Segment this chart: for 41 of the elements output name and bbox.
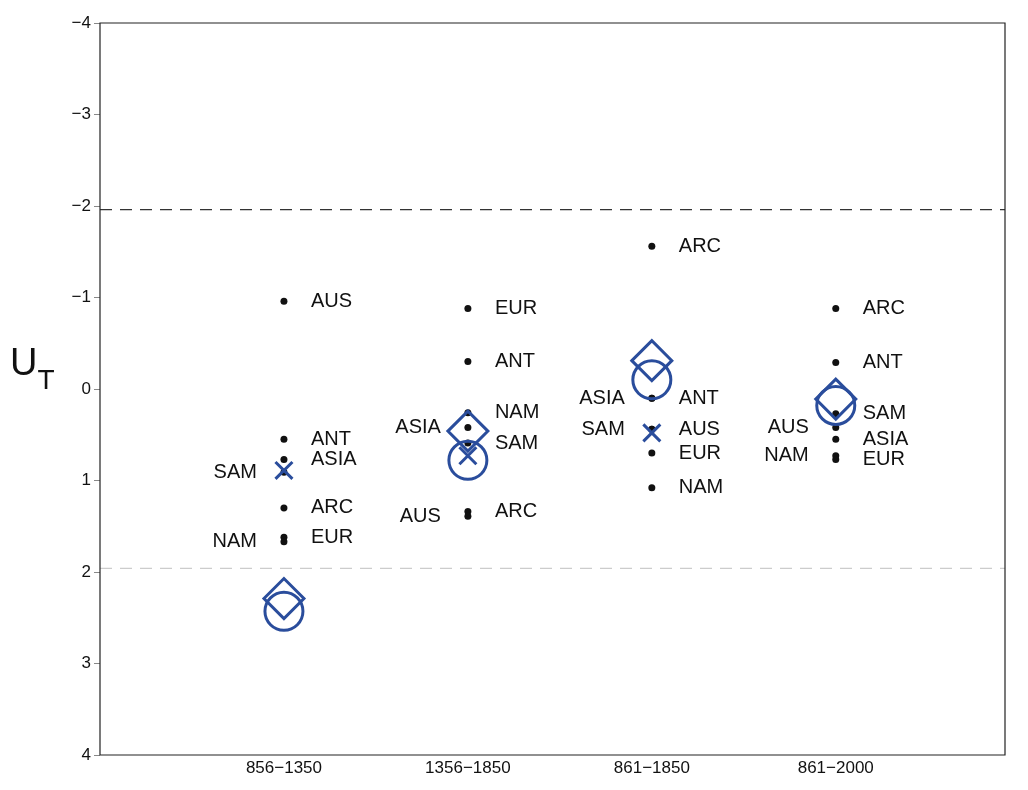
text: NAM	[678, 475, 724, 498]
text: ASIA	[310, 446, 357, 469]
y-tick-label: 2	[81, 561, 91, 581]
series-label: EUR	[494, 296, 538, 318]
text: SAM	[862, 401, 907, 424]
x-tick-label: 861−1850	[613, 757, 690, 777]
y-tick-label: 4	[81, 744, 91, 764]
text: SAM	[581, 416, 625, 439]
y-tick-label: −3	[71, 104, 91, 124]
y-tick-label: 0	[81, 378, 91, 398]
text: ANT	[494, 349, 535, 372]
text: ARC	[310, 495, 354, 518]
text: SAM	[494, 430, 539, 453]
text: ARC	[862, 296, 905, 318]
text: EUR	[862, 446, 905, 469]
text: EUR	[310, 524, 354, 547]
text: AUS	[767, 414, 809, 437]
text: ASIA	[862, 426, 909, 449]
text: ASIA	[395, 414, 441, 437]
text: AUS	[310, 288, 353, 311]
y-tick-label: −1	[71, 287, 91, 307]
series-label: ARC	[494, 499, 538, 522]
y-tick-label: 1	[81, 470, 91, 490]
text: ARC	[678, 233, 722, 256]
text: NAM	[494, 400, 540, 423]
text: NAM	[764, 443, 809, 466]
text: ANT	[310, 426, 351, 449]
series-label: ANT	[678, 385, 719, 408]
text: ANT	[862, 349, 903, 372]
x-tick-label: 861−2000	[797, 757, 874, 777]
y-tick-label: −2	[71, 195, 91, 215]
text: AUS	[678, 416, 720, 439]
series-label: SAM	[213, 459, 257, 482]
text: EUR	[678, 440, 722, 463]
x-tick-label: 856−1350	[245, 757, 323, 777]
y-tick-label: 3	[81, 653, 91, 673]
x-tick-label: 1356−1850	[425, 757, 511, 777]
series-label: NAM	[212, 529, 257, 552]
series-label: AUS	[399, 503, 441, 526]
y-tick-label: −4	[71, 12, 91, 32]
series-label: ASIA	[579, 385, 626, 408]
